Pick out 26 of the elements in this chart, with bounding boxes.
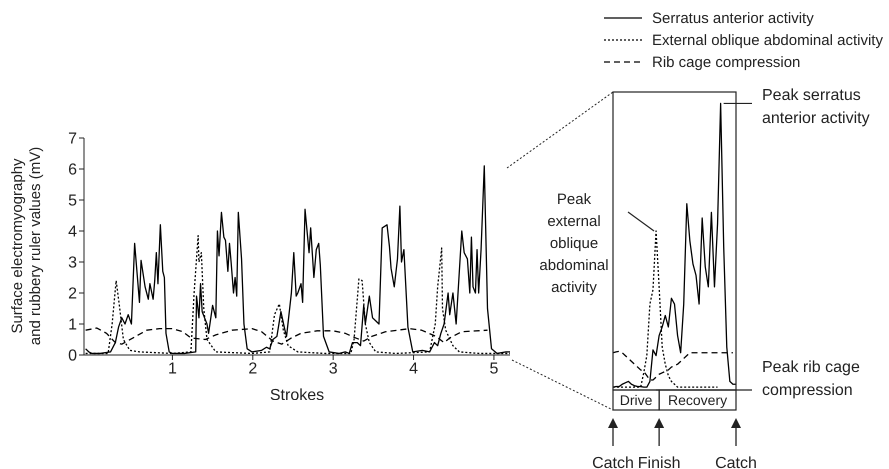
y-tick-label: 7 xyxy=(68,130,78,148)
x-tick-label: Catch xyxy=(715,455,757,469)
x-tick-label: 1 xyxy=(168,360,177,378)
x-tick-label: 4 xyxy=(409,360,418,378)
y-tick-label: 6 xyxy=(68,162,78,179)
y-tick-label: 0 xyxy=(68,348,78,365)
x-tick-label: Finish xyxy=(638,455,680,469)
text: Peak rib cage compression xyxy=(762,359,860,399)
y-axis-title: Surface electromyography and rubbery ruler values (mV) xyxy=(9,146,44,346)
legend-label: External oblique abdominal activity xyxy=(652,32,884,49)
text: Peak serratus anterior activity xyxy=(762,87,870,127)
x-tick-label: 3 xyxy=(328,360,338,378)
y-tick-label: 5 xyxy=(68,192,78,210)
legend-label: Serratus anterior activity xyxy=(652,10,814,27)
y-tick-label: 1 xyxy=(68,316,78,334)
x-tick-label: 5 xyxy=(489,360,498,378)
x-tick-label: Catch xyxy=(592,455,634,469)
y-tick-label: 2 xyxy=(68,286,78,303)
text: Recovery xyxy=(668,392,728,408)
y-tick-label: 4 xyxy=(68,224,78,241)
text: Peak external oblique abdominal activity xyxy=(539,191,609,296)
legend-label: Rib cage compression xyxy=(652,54,800,71)
text: Drive xyxy=(620,392,653,408)
x-tick-label: 2 xyxy=(248,360,258,378)
x-axis-title: Strokes xyxy=(270,387,324,404)
y-tick-label: 3 xyxy=(68,254,78,272)
